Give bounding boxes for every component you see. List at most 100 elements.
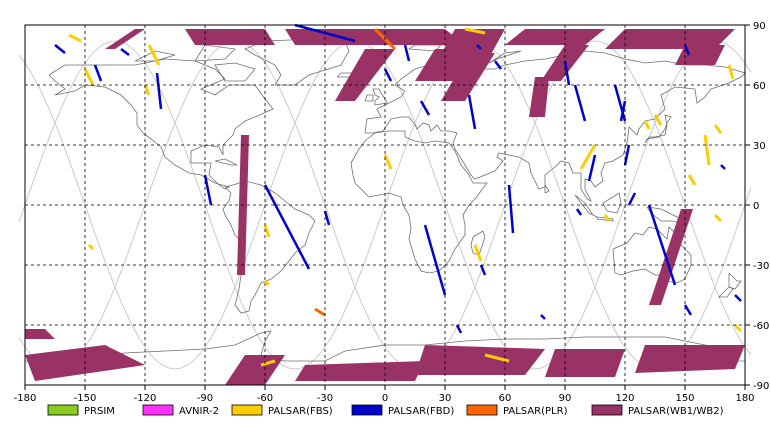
legend-swatch: [142, 404, 174, 416]
strip-palsar-fbs: [713, 124, 723, 134]
coastline: [222, 180, 316, 314]
x-tick-label: 30: [439, 393, 452, 404]
strip-palsar-fbs: [733, 323, 743, 333]
strip-palsar-fbd: [403, 44, 411, 62]
strip-palsar-fbd: [734, 294, 742, 302]
strip-palsar-fbs: [260, 359, 276, 367]
swath-wb1-wb2: [415, 345, 545, 375]
strip-palsar-fbd: [683, 44, 691, 56]
orbit-track: [684, 204, 752, 356]
legend-swatch: [47, 404, 79, 416]
strip-palsar-fbd: [419, 100, 431, 116]
coastline: [372, 88, 388, 106]
legend-swatch: [351, 404, 383, 416]
y-tick-label: -60: [753, 321, 769, 332]
legend-item: AVNIR-2: [142, 404, 219, 417]
legend-swatch: [231, 404, 263, 416]
coastline: [612, 226, 692, 284]
legend-swatch: [466, 404, 498, 416]
coastline: [364, 50, 746, 202]
strip-palsar-fbd: [619, 100, 627, 122]
strip-palsar-fbs: [579, 144, 597, 170]
y-tick-label: 30: [753, 141, 766, 152]
swath-wb1-wb2: [185, 29, 275, 45]
legend-label: PALSAR(PLR): [503, 406, 568, 417]
strip-palsar-fbd: [494, 60, 502, 70]
y-tick-label: 0: [753, 201, 759, 212]
strip-palsar-fbd: [467, 94, 477, 130]
swath-wb1-wb2: [505, 29, 605, 45]
legend-swatch: [591, 404, 623, 416]
x-tick-label: -30: [317, 393, 333, 404]
strip-palsar-fbd: [563, 60, 571, 86]
coastline: [644, 114, 672, 144]
swath-wb1-wb2: [295, 361, 425, 381]
strip-palsar-fbd: [507, 184, 515, 234]
strip-palsar-fbd: [263, 184, 311, 270]
swath-wb1-wb2: [529, 77, 549, 117]
swath-wb1-wb2: [25, 329, 55, 339]
y-tick-label: 90: [753, 21, 766, 32]
strip-palsar-fbd: [203, 174, 213, 206]
legend-item: PRSIM: [47, 404, 115, 417]
strip-palsar-fbd: [423, 224, 447, 296]
legend-item: PALSAR(FBD): [351, 404, 454, 417]
coastline: [350, 130, 488, 274]
strip-palsar-fbd: [720, 164, 726, 170]
strip-palsar-fbs: [643, 120, 651, 130]
legend-label: PALSAR(FBS): [268, 406, 333, 417]
coastline: [134, 50, 176, 62]
swath-wb1-wb2: [335, 49, 395, 101]
x-tick-label: -60: [257, 393, 273, 404]
strip-palsar-fbd: [54, 44, 66, 54]
strip-palsar-fbs: [87, 243, 95, 251]
grid-lines: [25, 25, 745, 385]
strip-palsar-fbs: [68, 33, 82, 43]
legend-label: PALSAR(WB1/WB2): [628, 406, 724, 417]
strip-palsar-fbd: [647, 204, 677, 286]
legend-label: AVNIR-2: [179, 406, 219, 417]
observation-strips: [54, 23, 743, 367]
x-tick-label: -150: [74, 393, 97, 404]
swath-wb1-wb2: [605, 29, 735, 49]
y-tick-label: -30: [753, 261, 769, 272]
swath-wb1-wb2: [285, 29, 465, 45]
legend: PRSIM AVNIR-2 PALSAR(FBS) PALSAR(FBD) PALSAR…: [47, 404, 724, 417]
strip-palsar-fbs: [147, 44, 161, 66]
strip-palsar-fbs: [263, 279, 271, 287]
y-tick-label: 60: [753, 81, 766, 92]
coastline: [488, 50, 522, 64]
coastlines: [25, 38, 746, 362]
swath-wb1-wb2: [635, 345, 745, 373]
strip-palsar-fbs: [703, 134, 711, 166]
strip-palsar-fbd: [455, 324, 463, 334]
strip-palsar-fbs: [263, 224, 271, 238]
x-tick-label: -180: [14, 393, 37, 404]
strip-palsar-fbs: [464, 27, 486, 35]
strip-palsar-fbd: [540, 314, 546, 320]
strip-palsar-fbs: [473, 244, 483, 262]
coastline: [544, 183, 550, 194]
coastline: [602, 192, 622, 214]
orbit-track: [744, 62, 752, 73]
coastline: [194, 44, 236, 62]
strip-palsar-fbs: [484, 353, 510, 363]
strip-palsar-fbs: [143, 84, 151, 96]
strip-palsar-fbs: [83, 68, 95, 86]
strip-palsar-fbs: [713, 213, 723, 223]
y-tick-label: -90: [753, 381, 769, 392]
x-tick-label: -120: [134, 393, 157, 404]
strip-palsar-fbs: [653, 114, 663, 126]
x-tick-label: 150: [675, 393, 694, 404]
legend-item: PALSAR(WB1/WB2): [591, 404, 724, 417]
axis-ticks: -180 -150 -120 -90 -60 -30 0 30 60 90 120 150 180 90 6…: [14, 21, 770, 404]
strip-palsar-fbd: [93, 64, 103, 82]
strip-palsar-fbd: [323, 210, 331, 226]
strip-palsar-fbs: [687, 174, 697, 186]
strip-palsar-fbs: [603, 214, 611, 222]
coastline: [214, 62, 256, 82]
legend-label: PALSAR(FBD): [388, 406, 454, 417]
strip-palsar-fbd: [479, 264, 487, 276]
strip-palsar-plr: [314, 307, 326, 317]
